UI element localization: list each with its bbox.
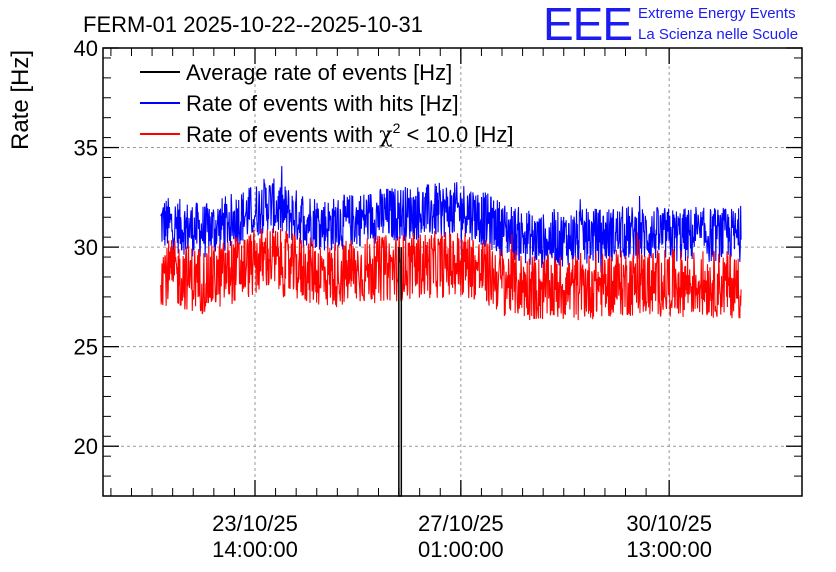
y-tick-label: 35 [74, 136, 98, 161]
legend-label-chi2: Rate of events with χ2 < 10.0 [Hz] [186, 120, 513, 148]
x-tick-date: 27/10/25 [418, 511, 504, 536]
series-chi2-line [160, 228, 742, 321]
y-tick-label: 30 [74, 235, 98, 260]
eee-logo: EEE Extreme Energy Events La Scienza nel… [543, 0, 798, 50]
x-tick-date: 30/10/25 [626, 511, 712, 536]
x-tick-time: 01:00:00 [418, 537, 504, 562]
x-tick-date: 23/10/25 [212, 511, 298, 536]
x-tick-time: 13:00:00 [626, 537, 712, 562]
x-tick-time: 14:00:00 [212, 537, 298, 562]
logo-line-2: La Scienza nelle Scuole [638, 26, 798, 43]
plot-frame [102, 47, 803, 497]
axis-ticks [103, 47, 802, 497]
legend: Average rate of events [Hz] Rate of even… [140, 60, 513, 148]
chart-title: FERM-01 2025-10-22--2025-10-31 [83, 12, 423, 37]
logo-mark: EEE [543, 0, 632, 50]
y-tick-label: 25 [74, 335, 98, 360]
series-hits-line [160, 166, 742, 273]
legend-label-hits: Rate of events with hits [Hz] [186, 91, 459, 116]
legend-label-average: Average rate of events [Hz] [186, 60, 452, 85]
y-tick-label: 40 [74, 36, 98, 61]
y-tick-label: 20 [74, 434, 98, 459]
y-axis-label: Rate [Hz] [7, 50, 34, 150]
logo-line-1: Extreme Energy Events [638, 5, 796, 22]
